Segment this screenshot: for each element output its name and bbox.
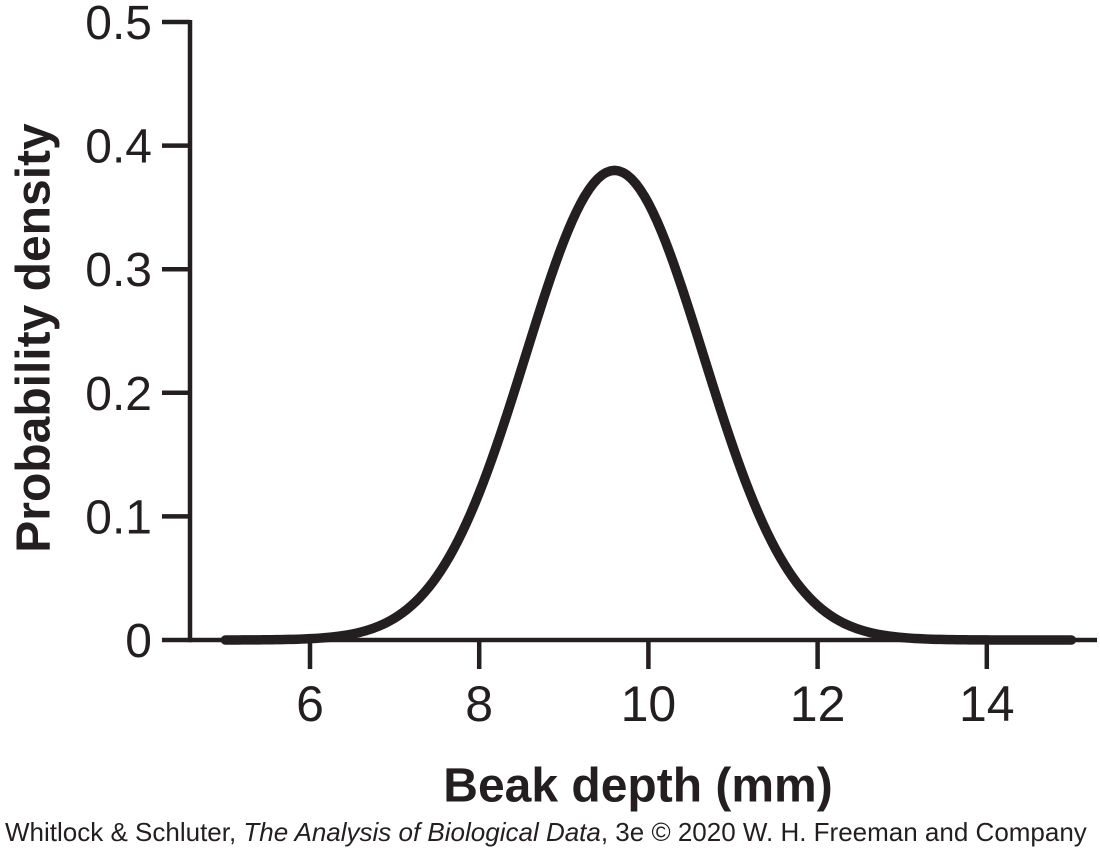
density-curve — [220, 165, 1077, 645]
y-tick-label: 0 — [125, 615, 152, 668]
y-axis-title: Probability density — [7, 123, 61, 553]
x-tick-label: 14 — [959, 676, 1015, 732]
x-tick-label: 12 — [790, 676, 846, 732]
x-tick-label: 10 — [621, 676, 677, 732]
axes — [187, 20, 1097, 643]
y-axis-ticks: 0 0.1 0.2 0.3 0.4 0.5 — [85, 0, 190, 668]
y-tick-label: 0.5 — [85, 0, 152, 50]
credit-book-title: The Analysis of Biological Data — [243, 817, 601, 847]
y-tick-label: 0.2 — [85, 368, 152, 421]
x-tick-label: 8 — [465, 676, 493, 732]
x-axis-ticks: 6 8 10 12 14 — [296, 640, 1015, 732]
credit-line: Whitlock & Schluter, The Analysis of Bio… — [5, 817, 1087, 848]
y-tick-label: 0.1 — [85, 491, 152, 544]
x-axis-title: Beak depth (mm) — [443, 759, 833, 813]
y-tick-label: 0.4 — [85, 121, 152, 174]
y-tick-label: 0.3 — [85, 244, 152, 297]
x-tick-label: 6 — [296, 676, 324, 732]
credit-suffix: , 3e © 2020 W. H. Freeman and Company — [600, 817, 1087, 847]
credit-prefix: Whitlock & Schluter, — [5, 817, 244, 847]
